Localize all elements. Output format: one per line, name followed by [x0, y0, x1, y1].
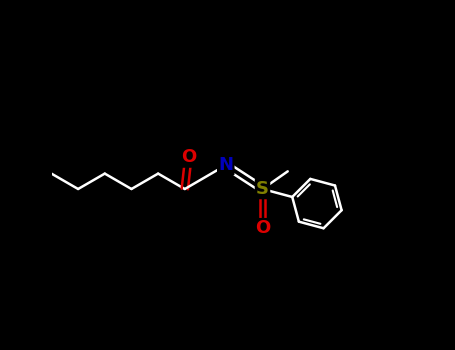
Text: S: S: [256, 180, 269, 198]
Text: O: O: [255, 219, 270, 237]
Text: O: O: [181, 148, 196, 167]
Text: N: N: [218, 156, 233, 174]
